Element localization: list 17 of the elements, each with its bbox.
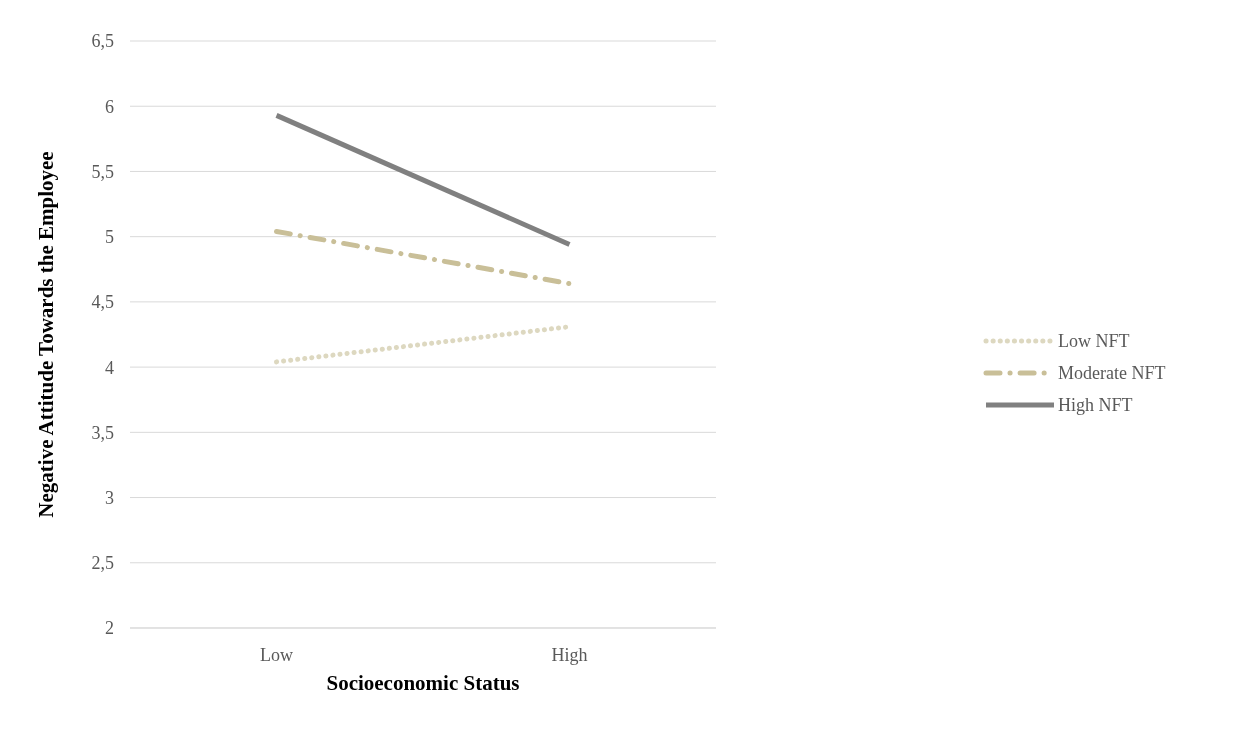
y-tick-label: 5,5 (91, 161, 114, 182)
legend-label: High NFT (1058, 394, 1133, 416)
y-tick-label: 2,5 (91, 553, 114, 574)
y-tick-label: 6,5 (91, 31, 114, 52)
x-axis-title: Socioeconomic Status (326, 671, 520, 695)
y-tick-label: 4,5 (91, 292, 114, 313)
y-axis-title: Negative Attitude Towards the Employee (34, 151, 59, 518)
x-tick-label: High (551, 644, 588, 665)
y-tick-label: 3 (105, 487, 114, 508)
y-tick-label: 4 (105, 357, 114, 378)
x-tick-label: Low (260, 644, 293, 665)
y-tick-label: 2 (105, 618, 114, 639)
legend-label: Moderate NFT (1058, 362, 1166, 384)
y-tick-label: 3,5 (91, 422, 114, 443)
y-tick-label: 5 (105, 227, 114, 248)
legend-label: Low NFT (1058, 330, 1130, 352)
y-tick-label: 6 (105, 96, 114, 117)
